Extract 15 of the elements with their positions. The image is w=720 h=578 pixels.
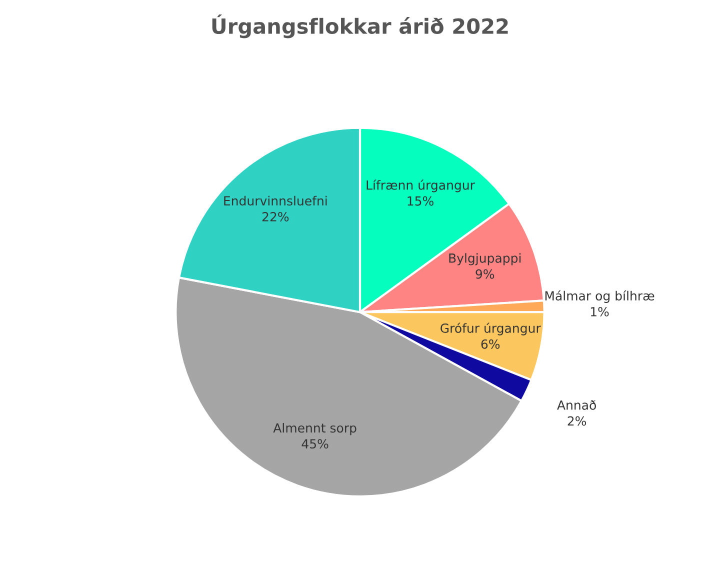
data-label: 45%	[302, 439, 328, 449]
data-label: 22%	[262, 212, 289, 222]
slice-label: Endurvinnsluefni	[224, 196, 327, 206]
data-label: 2%	[568, 416, 586, 426]
data-label: 1%	[590, 306, 609, 316]
data-label: 6%	[481, 339, 500, 349]
slice-label: Annað	[557, 400, 596, 410]
data-label: 9%	[476, 269, 494, 279]
data-label: 15%	[408, 196, 434, 206]
slice-label: Lífrænn úrgangur	[366, 180, 475, 192]
slice-label: Almennt sorp	[273, 422, 356, 436]
chart-title: Úrgangsflokkar árið 2022	[212, 14, 508, 38]
slice-label: Bylgjupappi	[449, 253, 521, 266]
slice-label: Grófur úrgangur	[440, 322, 541, 336]
slice-label: Málmar og bílhræ	[545, 290, 654, 303]
